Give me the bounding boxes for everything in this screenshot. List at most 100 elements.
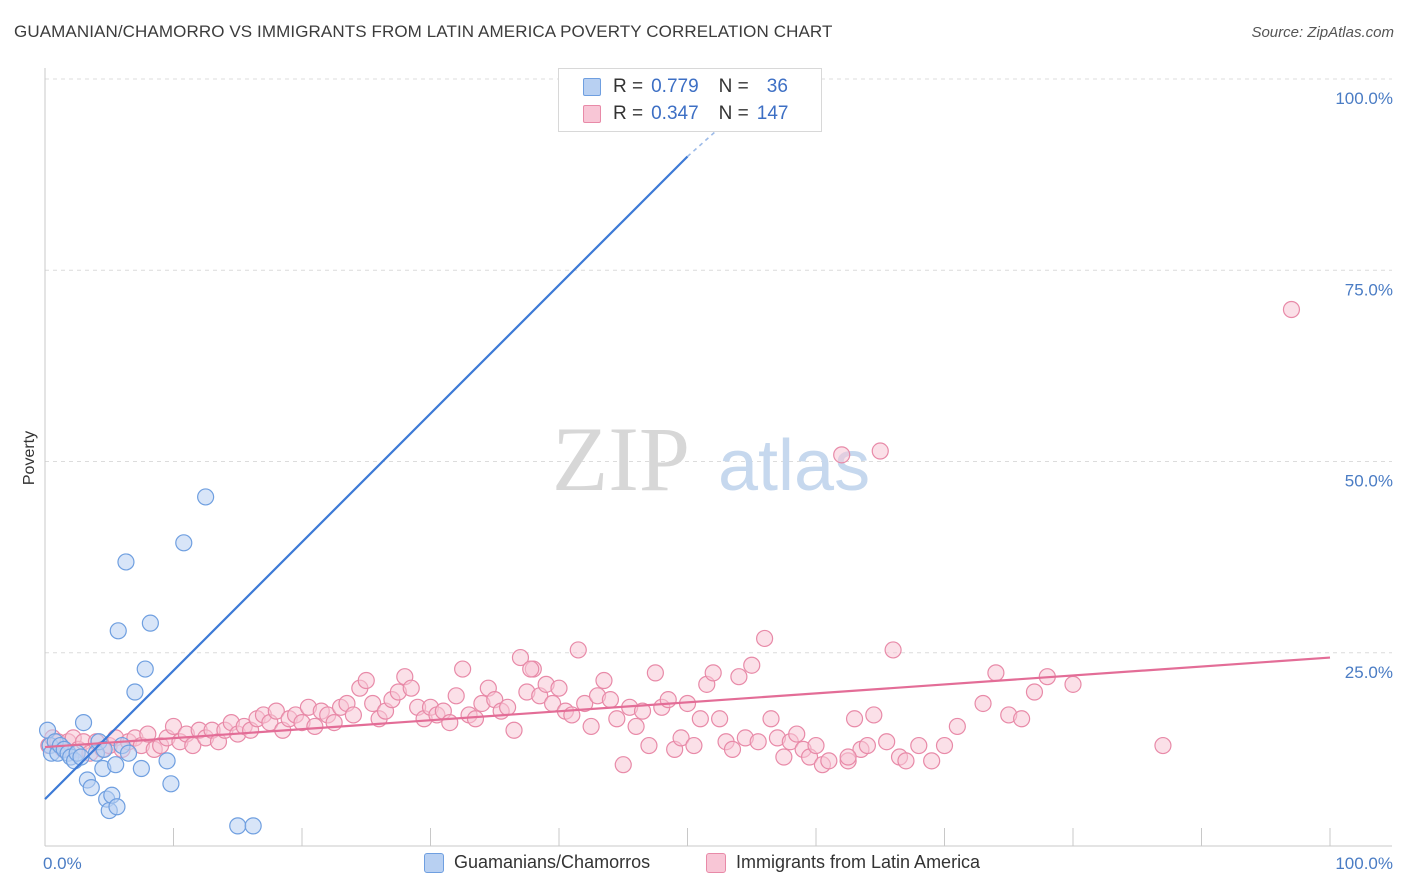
point-latin-america-130 xyxy=(871,442,889,460)
point-latin-america-81 xyxy=(550,679,568,697)
point-latin-america-111 xyxy=(743,656,761,674)
point-latin-america-121 xyxy=(807,736,825,755)
point-latin-america-93 xyxy=(627,717,645,736)
point-guamanian-35 xyxy=(197,488,215,506)
point-latin-america-112 xyxy=(749,733,767,751)
point-guamanian-34 xyxy=(175,534,193,552)
source-label: Source: ZipAtlas.com xyxy=(1251,24,1394,41)
point-latin-america-95 xyxy=(640,736,658,755)
point-latin-america-100 xyxy=(672,729,690,747)
point-latin-america-37 xyxy=(267,702,285,720)
point-latin-america-136 xyxy=(923,752,941,770)
point-latin-america-98 xyxy=(659,691,677,709)
point-latin-america-143 xyxy=(1025,683,1044,701)
point-guamanian-27 xyxy=(119,744,138,762)
point-latin-america-85 xyxy=(576,694,594,713)
point-latin-america-139 xyxy=(974,694,992,713)
point-latin-america-116 xyxy=(775,748,793,766)
y-tick-label-75: 75.0% xyxy=(1345,280,1393,299)
legend-n-label: N = xyxy=(718,103,749,124)
point-latin-america-52 xyxy=(364,694,382,713)
bottom-legend-label-blue: Guamanians/Chamorros xyxy=(454,852,651,872)
legend-n-value-blue: 36 xyxy=(766,76,788,97)
point-guamanian-29 xyxy=(132,759,150,778)
point-latin-america-128 xyxy=(858,736,877,755)
trend-line-latin-america xyxy=(44,656,1331,749)
point-latin-america-105 xyxy=(704,664,722,682)
point-latin-america-126 xyxy=(845,710,864,728)
point-latin-america-138 xyxy=(948,717,966,736)
point-latin-america-88 xyxy=(595,671,613,690)
point-latin-america-94 xyxy=(633,702,652,720)
point-latin-america-114 xyxy=(762,710,780,728)
point-latin-america-73 xyxy=(499,698,517,716)
y-tick-label-25: 25.0% xyxy=(1345,663,1393,682)
legend-n-label: N = xyxy=(718,76,749,97)
point-latin-america-66 xyxy=(454,660,472,678)
watermark-atlas: atlas xyxy=(718,426,870,506)
point-latin-america-106 xyxy=(711,710,729,728)
legend-r-value-pink: 0.347 xyxy=(651,103,699,124)
point-latin-america-17 xyxy=(139,725,157,743)
point-latin-america-123 xyxy=(820,752,838,770)
point-guamanian-25 xyxy=(117,553,135,571)
point-guamanian-33 xyxy=(162,775,180,793)
legend-r-label: R = xyxy=(613,76,644,97)
series-guamanians-chamorros xyxy=(38,488,262,835)
point-latin-america-131 xyxy=(878,733,896,751)
point-latin-america-103 xyxy=(691,710,709,728)
point-latin-america-147 xyxy=(1282,300,1301,319)
point-latin-america-96 xyxy=(646,664,664,682)
bottom-legend-swatch-pink xyxy=(706,852,726,873)
point-latin-america-65 xyxy=(447,687,465,705)
point-latin-america-102 xyxy=(685,736,703,755)
point-latin-america-148 xyxy=(839,748,857,766)
point-latin-america-135 xyxy=(910,736,928,755)
point-latin-america-51 xyxy=(357,671,375,690)
legend-n-value-pink: 147 xyxy=(756,103,789,124)
x-tick-label-100: 100.0% xyxy=(1335,854,1393,873)
bottom-legend-blue: Guamanians/Chamorros xyxy=(424,852,650,873)
tick-labels: 25.0% 50.0% 75.0% 100.0% 0.0% 100.0% xyxy=(43,89,1393,873)
point-guamanian-12 xyxy=(74,713,93,732)
point-latin-america-91 xyxy=(614,756,632,774)
point-latin-america-113 xyxy=(755,629,774,648)
point-latin-america-145 xyxy=(1064,675,1082,693)
point-latin-america-118 xyxy=(788,725,806,743)
point-guamanian-23 xyxy=(108,798,126,816)
point-guamanian-24 xyxy=(109,622,127,640)
legend-row-blue: R = 0.779 N = 36 xyxy=(583,75,788,99)
legend-swatch-blue xyxy=(583,78,601,96)
trend-line-guamanian xyxy=(44,155,689,800)
correlation-legend: R = 0.779 N = 36 R = 0.347 N = 147 xyxy=(558,68,822,132)
point-guamanian-31 xyxy=(141,614,159,632)
point-latin-america-108 xyxy=(723,740,742,758)
point-latin-america-43 xyxy=(306,717,324,736)
series-immigrants-latin-america xyxy=(40,300,1301,774)
point-latin-america-142 xyxy=(1012,710,1031,728)
point-latin-america-86 xyxy=(582,717,600,736)
point-guamanian-37 xyxy=(244,817,262,835)
point-guamanian-22 xyxy=(107,756,125,774)
point-guamanian-36 xyxy=(229,817,247,835)
chart-title: GUAMANIAN/CHAMORRO VS IMMIGRANTS FROM LA… xyxy=(14,22,833,41)
point-latin-america-149 xyxy=(522,660,540,678)
point-latin-america-137 xyxy=(935,736,954,755)
point-guamanian-32 xyxy=(158,752,176,770)
point-latin-america-49 xyxy=(344,706,362,724)
axes xyxy=(44,68,1392,847)
point-latin-america-134 xyxy=(897,752,915,770)
point-latin-america-146 xyxy=(1154,736,1172,755)
point-latin-america-109 xyxy=(730,668,748,686)
point-latin-america-74 xyxy=(505,721,523,739)
legend-swatch-pink xyxy=(583,105,601,123)
gridlines xyxy=(45,78,1392,654)
watermark-zip: ZIP xyxy=(552,408,690,510)
y-tick-label-50: 50.0% xyxy=(1345,472,1393,491)
point-latin-america-75 xyxy=(511,648,530,667)
point-latin-america-58 xyxy=(402,679,420,697)
y-tick-label-100: 100.0% xyxy=(1335,89,1393,108)
point-latin-america-68 xyxy=(466,710,485,728)
point-latin-america-84 xyxy=(569,641,587,659)
